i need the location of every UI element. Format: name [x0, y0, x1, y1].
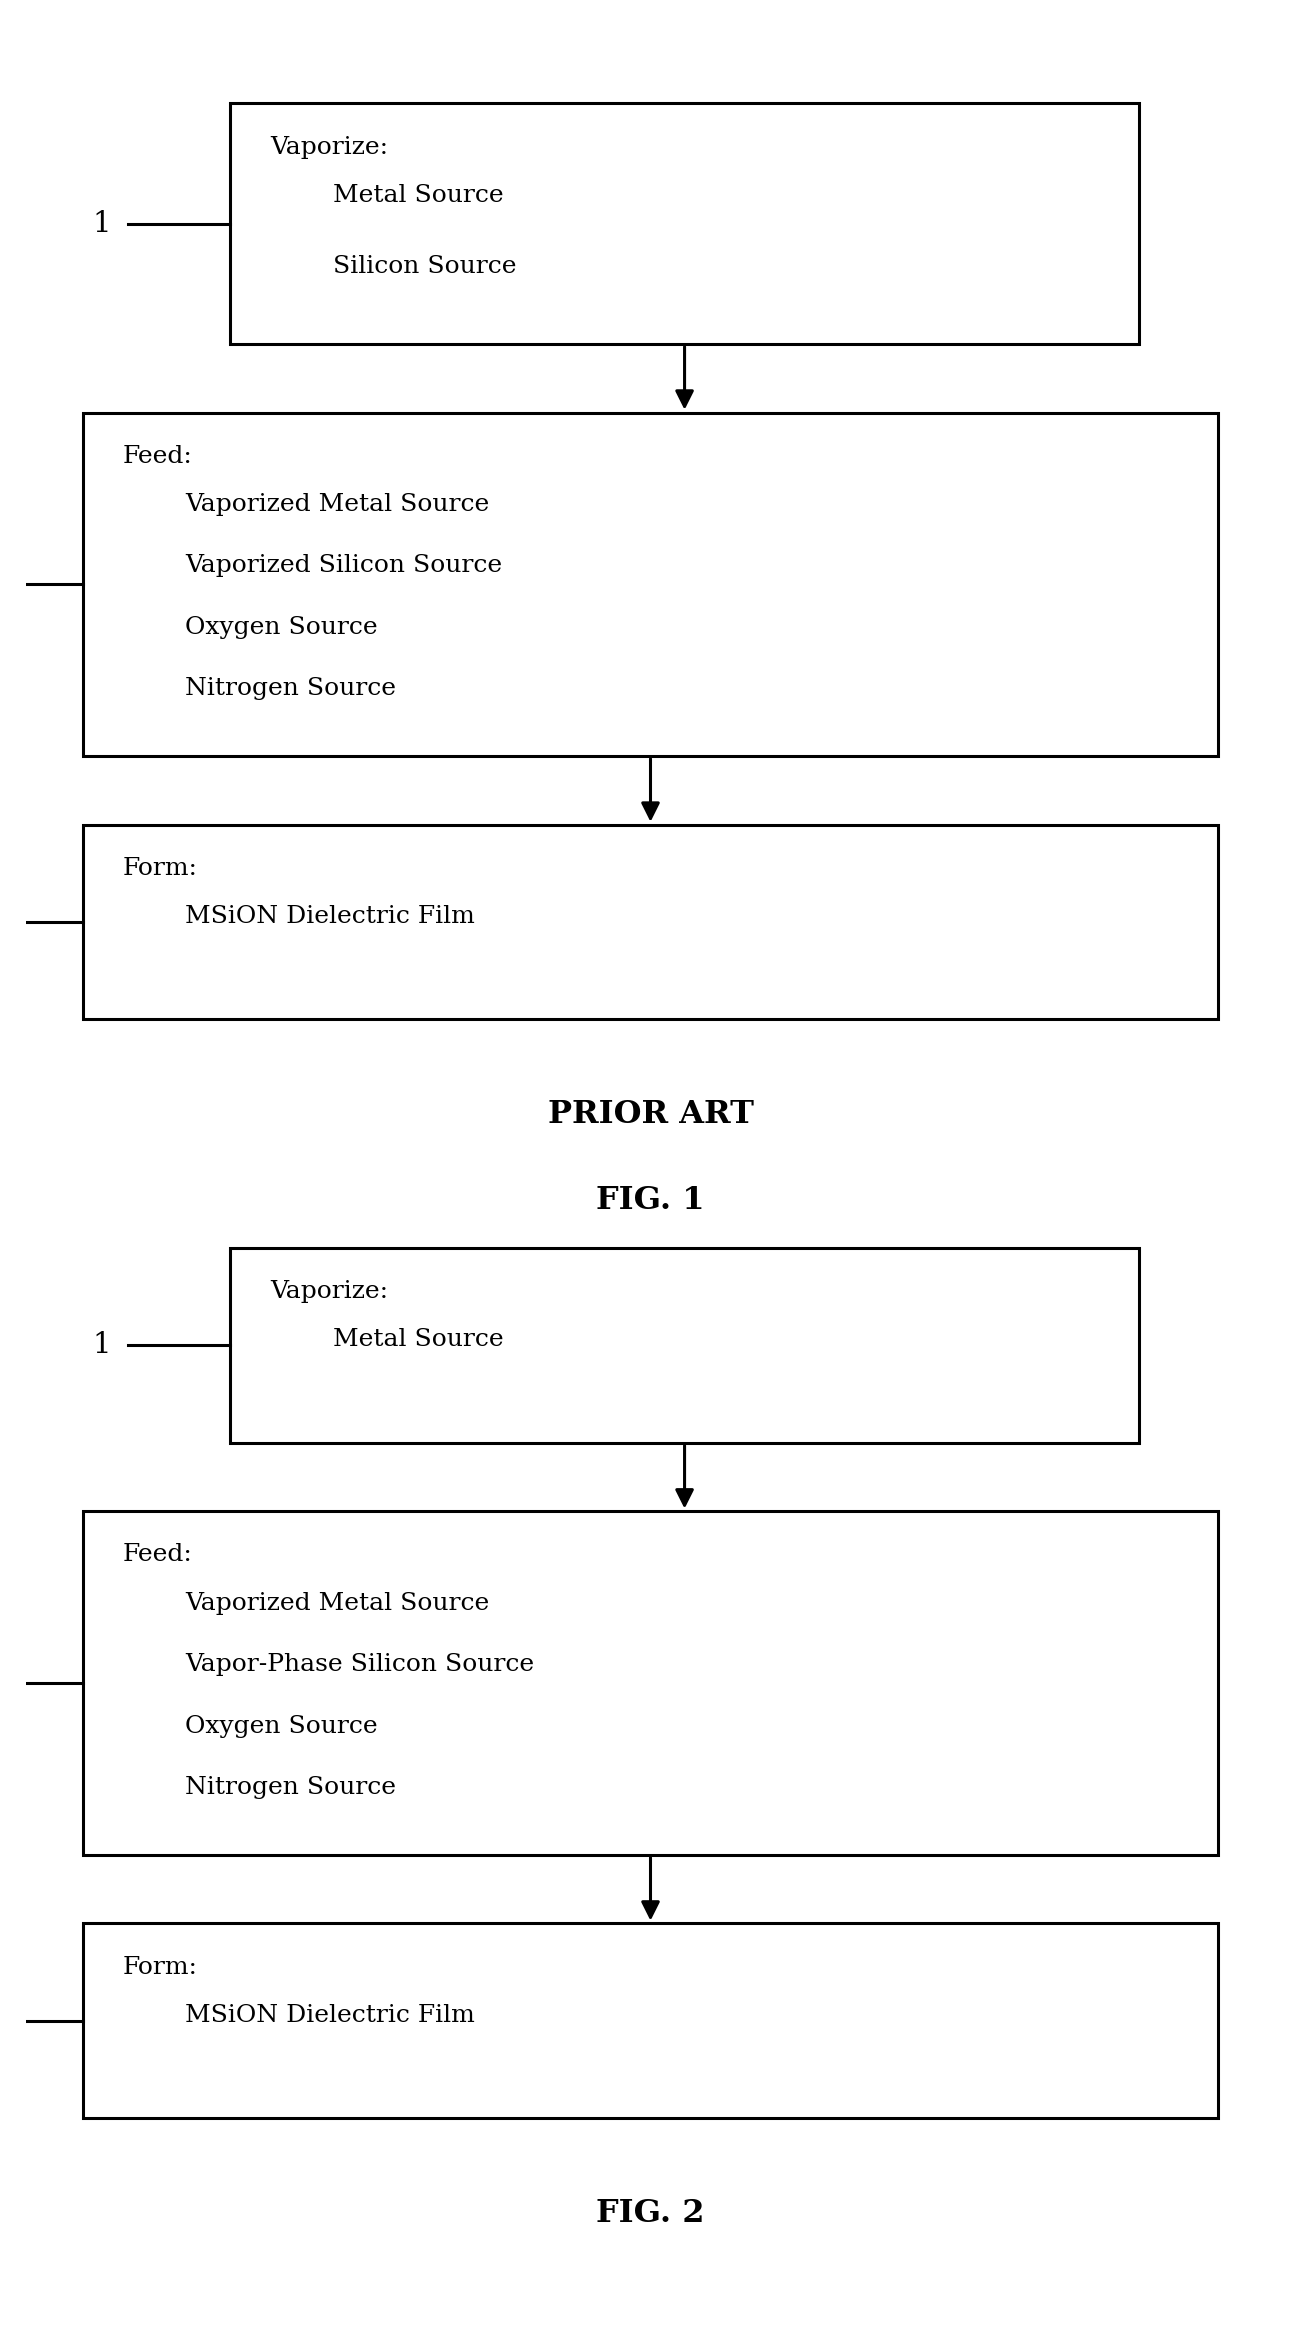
Text: Form:: Form: — [122, 1955, 198, 1979]
Text: Feed:: Feed: — [122, 444, 193, 467]
Text: Nitrogen Source: Nitrogen Source — [185, 677, 396, 701]
Bar — [83, 1511, 1218, 1855]
Text: MSiON Dielectric Film: MSiON Dielectric Film — [185, 904, 475, 927]
Text: Metal Source: Metal Source — [333, 1329, 503, 1350]
Text: Vaporize:: Vaporize: — [271, 135, 388, 159]
Text: FIG. 2: FIG. 2 — [596, 2198, 705, 2229]
Bar — [83, 825, 1218, 1018]
Text: Oxygen Source: Oxygen Source — [185, 617, 377, 638]
Text: Form:: Form: — [122, 857, 198, 881]
Text: Feed:: Feed: — [122, 1544, 193, 1567]
Text: Oxygen Source: Oxygen Source — [185, 1715, 377, 1738]
Text: MSiON Dielectric Film: MSiON Dielectric Film — [185, 2004, 475, 2028]
Text: 1: 1 — [92, 210, 111, 238]
Text: Vaporized Silicon Source: Vaporized Silicon Source — [185, 554, 502, 577]
Bar — [230, 1247, 1138, 1444]
Text: Metal Source: Metal Source — [333, 185, 503, 206]
Text: Silicon Source: Silicon Source — [333, 255, 516, 278]
Text: Vapor-Phase Silicon Source: Vapor-Phase Silicon Source — [185, 1654, 535, 1675]
Text: PRIOR ART: PRIOR ART — [548, 1100, 753, 1131]
Bar — [83, 413, 1218, 757]
Bar — [230, 103, 1138, 343]
Text: Nitrogen Source: Nitrogen Source — [185, 1775, 396, 1799]
Text: FIG. 1: FIG. 1 — [596, 1184, 705, 1217]
Bar — [83, 1923, 1218, 2119]
Text: Vaporized Metal Source: Vaporized Metal Source — [185, 1591, 489, 1614]
Text: Vaporized Metal Source: Vaporized Metal Source — [185, 493, 489, 516]
Text: Vaporize:: Vaporize: — [271, 1280, 388, 1303]
Text: 1: 1 — [92, 1332, 111, 1360]
